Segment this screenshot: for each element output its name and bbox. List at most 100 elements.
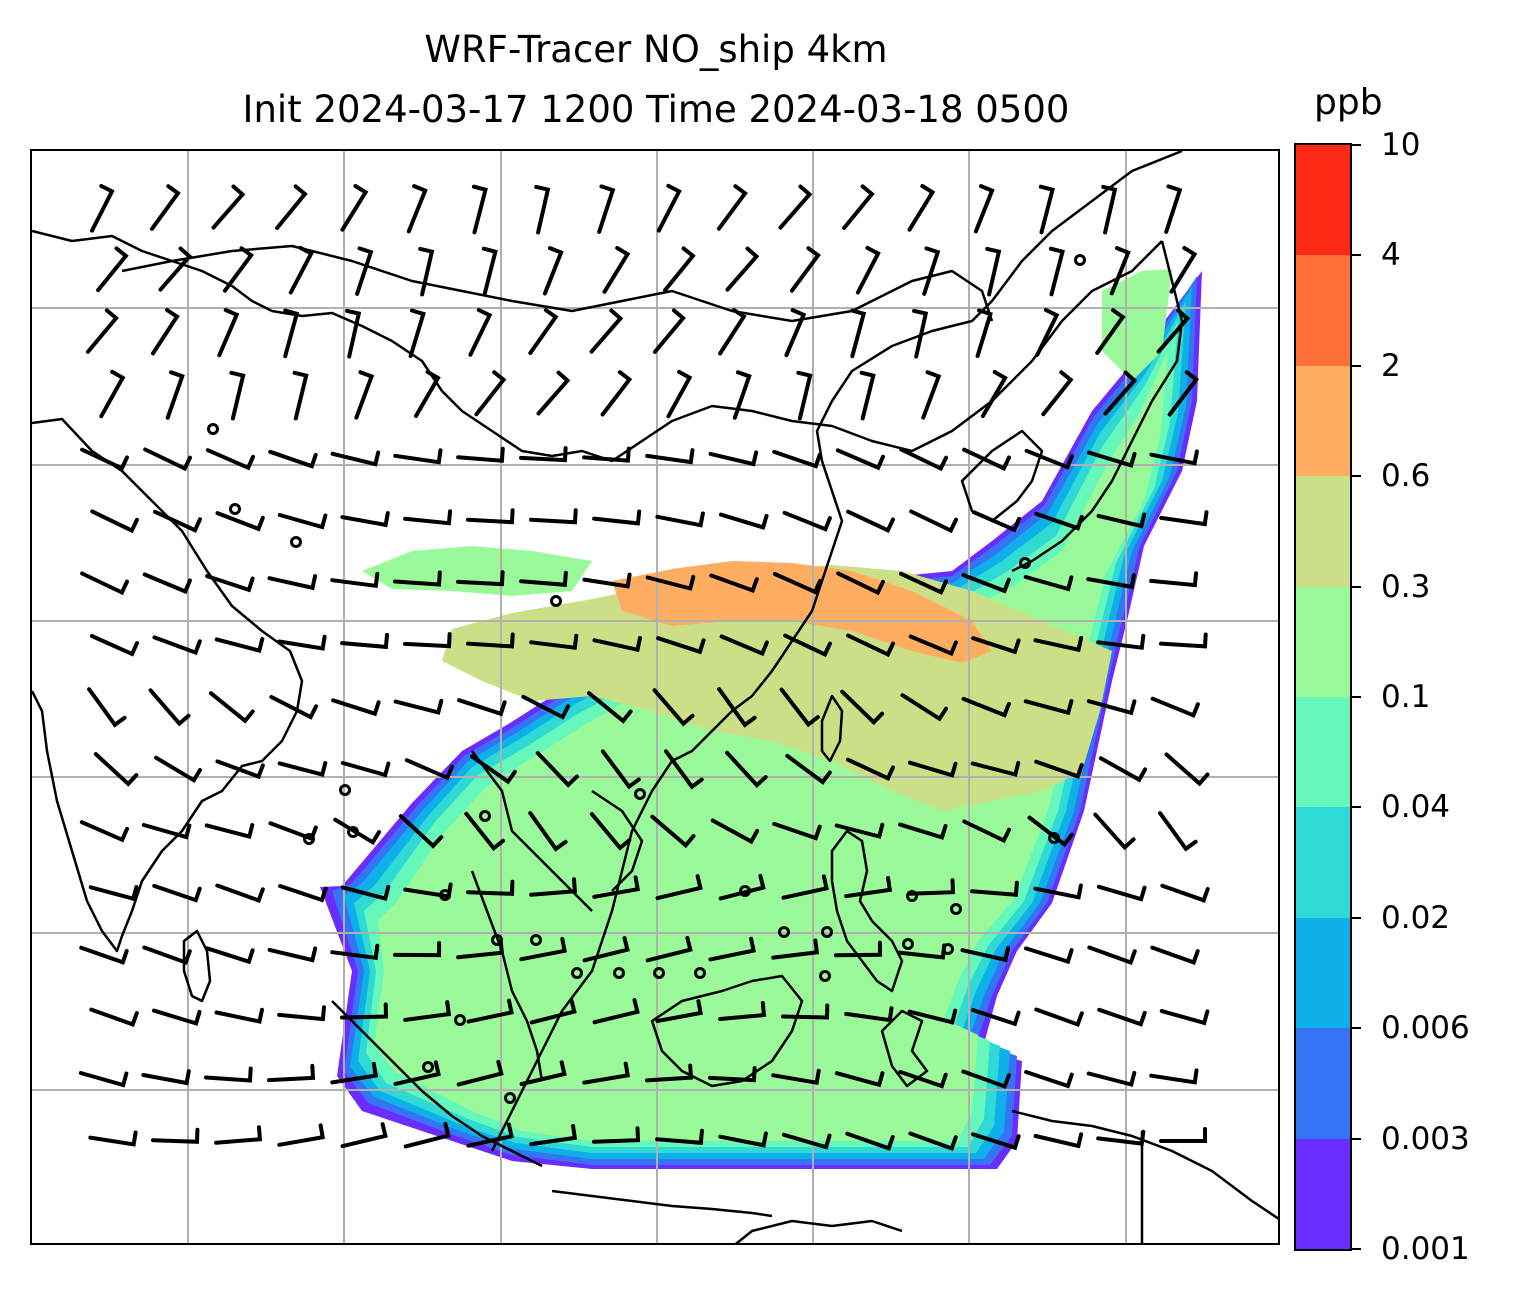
coastline-east-china [671, 151, 1183, 763]
wind-barb [921, 370, 942, 420]
wind-barb [1095, 308, 1126, 355]
wind-barb [652, 688, 695, 727]
colorbar-tick-label: 0.003 [1381, 1120, 1470, 1157]
wind-barb [330, 1061, 378, 1085]
calm-marker [613, 967, 625, 979]
wind-barb [340, 1122, 388, 1149]
coastline-japan [1011, 240, 1184, 573]
wind-barb [205, 574, 255, 593]
wind-barb [340, 511, 390, 528]
colorbar [1294, 143, 1352, 1251]
calm-marker [439, 889, 451, 901]
wind-barb [468, 308, 493, 357]
wind-barb [708, 936, 756, 962]
wind-barb [333, 817, 381, 846]
wind-barb [725, 246, 760, 292]
wind-barb [709, 573, 759, 594]
wind-barb [975, 308, 993, 358]
wind-barb [962, 819, 1011, 844]
wind-barb [1149, 1068, 1199, 1085]
wind-barb [151, 1008, 202, 1026]
wind-barb [474, 370, 507, 417]
wind-barb [268, 449, 318, 469]
wind-barb [456, 570, 505, 587]
wind-barb [143, 447, 192, 472]
wind-barb [93, 752, 139, 787]
wind-barb [154, 755, 202, 784]
calm-marker [653, 967, 665, 979]
colorbar-tick-label: 0.006 [1381, 1010, 1470, 1047]
wind-barb [88, 885, 139, 902]
wind-barb [393, 698, 444, 715]
calm-marker [504, 1092, 516, 1104]
wind-barb [214, 1007, 264, 1024]
wind-barb [718, 1001, 767, 1021]
wind-barb [1103, 370, 1138, 416]
wind-barb [855, 245, 881, 295]
wind-barb [1096, 633, 1146, 650]
wind-barb [99, 369, 126, 419]
wind-barb [789, 246, 821, 293]
wind-barb [165, 370, 185, 420]
calm-marker [942, 943, 954, 955]
wind-barb [330, 571, 380, 589]
wind-barb [645, 574, 696, 591]
coastline-malay-peninsula [470, 870, 544, 1082]
wind-barb [214, 1125, 263, 1145]
wind-barb [779, 687, 820, 728]
colorbar-segment [1296, 254, 1350, 366]
wind-barb [229, 370, 246, 421]
map-panel [30, 149, 1280, 1245]
wind-barb [971, 1132, 1021, 1151]
wind-barb [1024, 448, 1074, 470]
calm-marker [906, 890, 918, 902]
wind-barb [1097, 1007, 1147, 1027]
wind-barb [602, 246, 631, 294]
wind-barb [907, 760, 958, 778]
wind-barb [470, 754, 517, 785]
wind-barb [961, 696, 1011, 718]
wind-barb [288, 245, 314, 295]
wind-barb [645, 936, 693, 963]
wind-barb [844, 876, 893, 899]
wind-barb [898, 822, 948, 840]
wind-barb [1086, 1070, 1137, 1087]
wind-barb [664, 749, 704, 790]
wind-barb [718, 873, 766, 901]
colorbar-tick [1352, 144, 1361, 146]
wind-barb [267, 1063, 316, 1083]
wind-barb [340, 761, 391, 778]
calm-marker [422, 1061, 434, 1073]
coastline-new-guinea [1011, 1109, 1278, 1220]
wind-barb [1048, 246, 1065, 297]
map-gridlines [32, 151, 1278, 1243]
wind-barb [1101, 184, 1118, 235]
calm-marker [491, 934, 503, 946]
wind-barb [840, 689, 885, 726]
wind-barb [971, 510, 1021, 533]
colorbar-tick [1352, 254, 1361, 257]
wind-barb [586, 691, 633, 724]
colorbar-tick-label: 4 [1381, 237, 1401, 274]
wind-barb [718, 308, 747, 356]
wind-barb [393, 448, 443, 465]
wind-barb [985, 246, 1002, 297]
wind-barb [1096, 512, 1147, 529]
wind-barb [771, 1068, 821, 1086]
wind-barb [403, 632, 452, 649]
wind-barb [158, 246, 193, 292]
wind-barb [275, 184, 308, 230]
wind-barb [655, 874, 703, 901]
wind-barb [589, 812, 632, 851]
wind-barb [655, 1128, 704, 1145]
wind-barb [204, 823, 255, 840]
wind-barb [466, 1122, 514, 1148]
colorbar-tick-label: 0.001 [1381, 1231, 1470, 1267]
wind-barb [907, 1008, 958, 1025]
wind-barb [846, 633, 895, 658]
wind-barb [710, 818, 760, 845]
wind-barb [592, 875, 641, 899]
wind-barb [834, 1071, 885, 1088]
wind-barb [980, 370, 1008, 418]
wind-barb [1038, 184, 1055, 235]
